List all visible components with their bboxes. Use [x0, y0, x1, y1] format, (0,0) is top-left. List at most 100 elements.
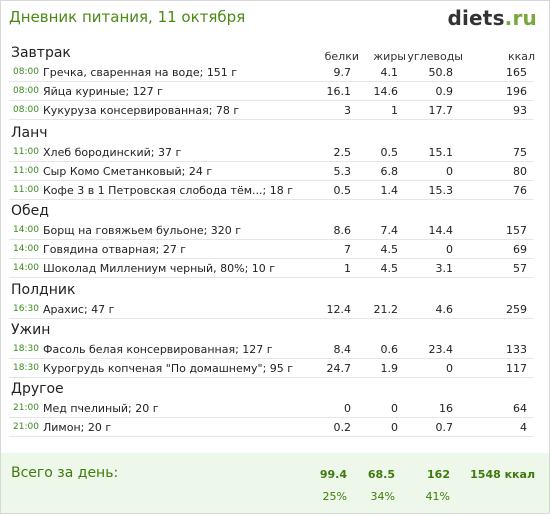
protein-value: 0.2: [333, 421, 352, 434]
kcal-value: 93: [513, 104, 527, 117]
food-name[interactable]: Хлеб бородинский; 37 г: [43, 146, 182, 159]
protein-value: 2.5: [333, 146, 352, 159]
diets-logo[interactable]: diets.ru: [447, 6, 537, 30]
food-name[interactable]: Курогрудь копченая "По домашнему"; 95 г: [43, 362, 294, 375]
food-row[interactable]: 18:30 Курогрудь копченая "По домашнему"; …: [9, 361, 533, 378]
food-name[interactable]: Мед пчелиный; 20 г: [43, 402, 159, 415]
carbs-value: 0: [446, 362, 453, 375]
food-row[interactable]: 18:30 Фасоль белая консервированная; 127 …: [9, 342, 533, 359]
food-row[interactable]: 16:30 Арахис; 47 г 12.4 21.2 4.6 259: [9, 302, 533, 319]
kcal-value: 259: [506, 303, 527, 316]
protein-value: 24.7: [326, 362, 352, 375]
protein-value: 16.1: [326, 85, 352, 98]
protein-value: 5.3: [333, 165, 352, 178]
kcal-value: 64: [513, 402, 527, 415]
food-row[interactable]: 21:00 Мед пчелиный; 20 г 0 0 16 64: [9, 401, 533, 418]
kcal-value: 117: [506, 362, 527, 375]
food-row[interactable]: 14:00 Говядина отварная; 27 г 7 4.5 0 69: [9, 242, 533, 259]
protein-value: 0: [344, 402, 351, 415]
meal-time: 08:00: [13, 67, 39, 77]
meal-time: 21:00: [13, 422, 39, 432]
meal-time: 11:00: [13, 147, 39, 157]
meal-section-title: Обед: [11, 203, 49, 219]
fat-value: 4.1: [380, 66, 399, 79]
kcal-value: 57: [513, 262, 527, 275]
food-name[interactable]: Кофе 3 в 1 Петровская слобода тём...; 18…: [43, 184, 293, 197]
food-row[interactable]: 08:00 Гречка, сваренная на воде; 151 г 9.7…: [9, 65, 533, 82]
food-row[interactable]: 21:00 Лимон; 20 г 0.2 0 0.7 4: [9, 420, 533, 437]
protein-value: 0.5: [333, 184, 352, 197]
total-kcal: 1548 ккал: [470, 468, 535, 481]
protein-value: 3: [344, 104, 351, 117]
carbs-value: 17.7: [428, 104, 454, 117]
food-row[interactable]: 08:00 Кукуруза консервированная; 78 г 3 1 17…: [9, 103, 533, 120]
meal-time: 16:30: [13, 304, 39, 314]
total-fat: 68.5: [367, 468, 395, 481]
total-protein: 99.4: [319, 468, 347, 481]
carbs-value: 0.9: [435, 85, 454, 98]
meal-section-title: Другое: [11, 381, 64, 397]
food-name[interactable]: Говядина отварная; 27 г: [43, 243, 187, 256]
column-header-kcal: ккал: [507, 50, 535, 63]
meal-section-title: Ужин: [11, 322, 51, 338]
kcal-value: 75: [513, 146, 527, 159]
food-name[interactable]: Арахис; 47 г: [43, 303, 115, 316]
food-row[interactable]: 11:00 Сыр Комо Сметанковый; 24 г 5.3 6.8 0 80: [9, 164, 533, 181]
food-row[interactable]: 14:00 Борщ на говяжьем бульоне; 320 г 8.6 7…: [9, 223, 533, 240]
food-name[interactable]: Шоколад Миллениум черный, 80%; 10 г: [43, 262, 276, 275]
food-row[interactable]: 11:00 Хлеб бородинский; 37 г 2.5 0.5 15.1 75: [9, 145, 533, 162]
protein-value: 12.4: [326, 303, 352, 316]
protein-value: 8.6: [333, 224, 352, 237]
kcal-value: 4: [520, 421, 527, 434]
food-row[interactable]: 08:00 Яйца куриные; 127 г 16.1 14.6 0.9 196: [9, 84, 533, 101]
column-header-protein: белки: [324, 50, 359, 63]
carbs-value: 3.1: [435, 262, 454, 275]
carbs-value: 0: [446, 165, 453, 178]
protein-value: 8.4: [333, 343, 352, 356]
food-name[interactable]: Фасоль белая консервированная; 127 г: [43, 343, 273, 356]
food-name[interactable]: Кукуруза консервированная; 78 г: [43, 104, 240, 117]
carbs-value: 50.8: [428, 66, 454, 79]
food-name[interactable]: Яйца куриные; 127 г: [43, 85, 163, 98]
carbs-value: 16: [439, 402, 453, 415]
food-name[interactable]: Сыр Комо Сметанковый; 24 г: [43, 165, 213, 178]
meal-section-title: Ланч: [11, 125, 48, 141]
fat-value: 21.2: [373, 303, 399, 316]
carbs-percent: 41%: [425, 490, 450, 503]
fat-value: 0: [391, 421, 398, 434]
meal-section-title: Полдник: [11, 282, 76, 298]
meal-time: 18:30: [13, 363, 39, 373]
daily-totals: Всего за день: 99.4 68.5 162 1548 ккал 2…: [1, 453, 549, 513]
fat-value: 1.4: [380, 184, 399, 197]
carbs-value: 0.7: [435, 421, 454, 434]
kcal-value: 157: [506, 224, 527, 237]
kcal-value: 133: [506, 343, 527, 356]
fat-value: 0.6: [380, 343, 399, 356]
kcal-value: 80: [513, 165, 527, 178]
food-row[interactable]: 14:00 Шоколад Миллениум черный, 80%; 10 г…: [9, 261, 533, 278]
meal-time: 11:00: [13, 185, 39, 195]
food-name[interactable]: Лимон; 20 г: [43, 421, 112, 434]
carbs-value: 15.1: [428, 146, 454, 159]
page-title: Дневник питания, 11 октября: [9, 8, 246, 26]
food-row[interactable]: 11:00 Кофе 3 в 1 Петровская слобода тём..…: [9, 183, 533, 200]
meal-time: 14:00: [13, 263, 39, 273]
food-name[interactable]: Борщ на говяжьем бульоне; 320 г: [43, 224, 242, 237]
meal-time: 14:00: [13, 225, 39, 235]
fat-value: 14.6: [373, 85, 399, 98]
fat-value: 4.5: [380, 262, 399, 275]
kcal-value: 165: [506, 66, 527, 79]
logo-dot: .: [504, 6, 513, 30]
food-name[interactable]: Гречка, сваренная на воде; 151 г: [43, 66, 238, 79]
protein-percent: 25%: [322, 490, 347, 503]
carbs-value: 4.6: [435, 303, 454, 316]
carbs-value: 14.4: [428, 224, 454, 237]
fat-value: 0: [391, 402, 398, 415]
meal-time: 11:00: [13, 166, 39, 176]
logo-tld: ru: [512, 6, 537, 30]
total-carbs: 162: [427, 468, 450, 481]
fat-value: 4.5: [380, 243, 399, 256]
meal-section-title: Завтрак: [11, 45, 71, 61]
carbs-value: 0: [446, 243, 453, 256]
